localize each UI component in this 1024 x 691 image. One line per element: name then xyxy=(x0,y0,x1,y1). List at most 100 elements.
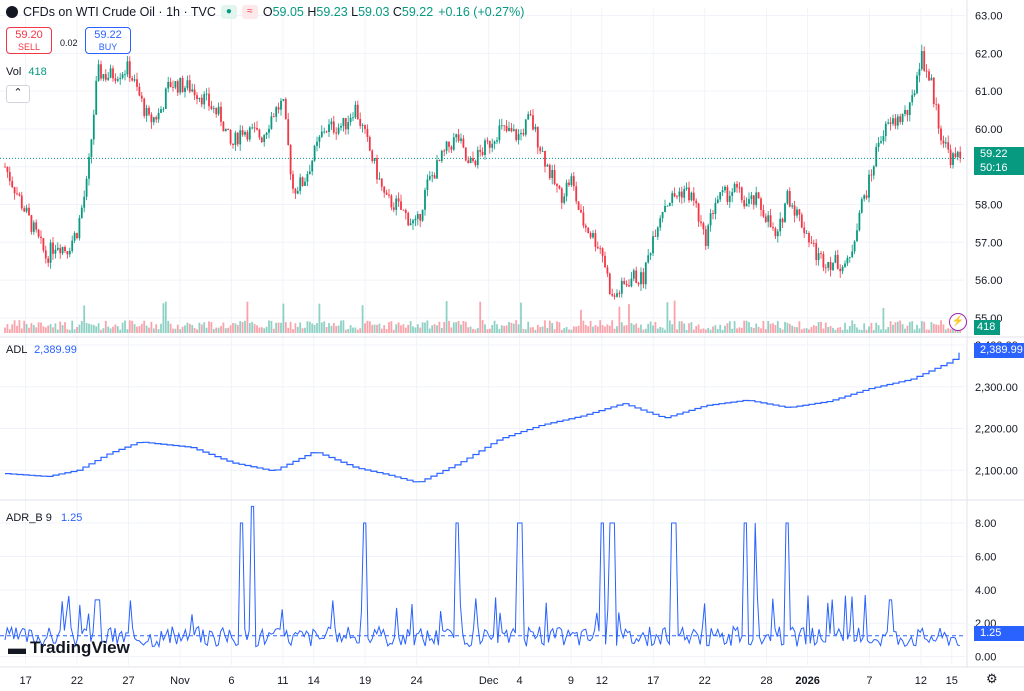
candle-body xyxy=(61,246,64,254)
volume-bar xyxy=(419,327,422,333)
candle-body xyxy=(676,196,678,198)
candle-body xyxy=(133,79,136,81)
volume-bar xyxy=(481,320,484,333)
volume-bar xyxy=(923,321,926,333)
volume-bar xyxy=(49,324,52,333)
candle-body xyxy=(289,144,292,175)
volume-bar xyxy=(414,327,417,333)
volume-bar xyxy=(301,328,304,333)
candle-body xyxy=(452,137,455,150)
circle-dot-icon[interactable]: ● xyxy=(220,5,237,19)
candle-body xyxy=(402,209,405,211)
candle-body xyxy=(868,174,870,198)
candle-body xyxy=(954,153,957,158)
candle-body xyxy=(325,131,328,133)
volume-bar xyxy=(680,321,683,333)
x-tick-label: 19 xyxy=(359,675,371,687)
volume-bar xyxy=(44,327,47,333)
volume-bar xyxy=(503,325,506,333)
volume-bar xyxy=(784,321,786,333)
candle-body xyxy=(508,127,510,131)
volume-bar xyxy=(836,327,839,333)
volume-bar xyxy=(553,329,556,333)
volume-bar xyxy=(270,320,273,333)
volume-bar xyxy=(534,329,537,333)
candle-body xyxy=(467,160,470,164)
candle-body xyxy=(212,108,215,109)
volume-bar xyxy=(630,323,633,333)
candle-body xyxy=(11,180,14,188)
volume-bar xyxy=(347,329,350,333)
candle-body xyxy=(32,222,35,232)
candle-body xyxy=(172,86,174,88)
settings-gear-icon[interactable]: ⚙ xyxy=(986,671,998,686)
volume-bar xyxy=(668,320,671,333)
candle-body xyxy=(496,140,498,142)
volume-bar xyxy=(174,328,177,333)
candle-body xyxy=(644,262,647,285)
volume-bar xyxy=(479,301,482,333)
candle-body xyxy=(109,68,112,78)
volume-bar xyxy=(548,320,551,333)
chart-title[interactable]: CFDs on WTI Crude Oil · 1h · TVC xyxy=(23,5,216,19)
volume-bar xyxy=(942,324,945,333)
volume-bar xyxy=(191,325,194,333)
tradingview-logo[interactable]: ▬ TradingView xyxy=(8,639,130,657)
y-tick-label: 56.00 xyxy=(975,275,1003,287)
candle-body xyxy=(894,118,897,126)
lightning-icon[interactable]: ⚡ xyxy=(949,313,967,331)
candle-body xyxy=(601,248,604,256)
candle-body xyxy=(726,186,729,202)
buy-button[interactable]: 59.22 BUY xyxy=(85,27,131,54)
ohlc-key-c: C xyxy=(392,5,402,19)
candle-body xyxy=(277,107,280,110)
volume-bar xyxy=(870,322,873,333)
candle-body xyxy=(66,251,69,255)
volume-bar xyxy=(949,328,952,333)
candle-body xyxy=(611,294,614,296)
candle-body xyxy=(176,81,179,93)
candle-body xyxy=(671,193,674,203)
candle-body xyxy=(428,176,431,180)
volume-bar xyxy=(772,323,774,333)
volume-bar xyxy=(275,322,278,333)
volume-bar xyxy=(700,329,702,333)
candle-body xyxy=(258,129,261,138)
x-tick-label: 27 xyxy=(122,675,134,687)
volume-label: Vol xyxy=(6,66,22,78)
candle-body xyxy=(798,209,801,215)
candle-body xyxy=(889,122,892,124)
candle-body xyxy=(244,132,246,135)
candle-body xyxy=(217,106,220,115)
volume-bar xyxy=(248,322,251,333)
collapse-legend-button[interactable]: ⌃ xyxy=(6,85,30,103)
x-tick-label: 22 xyxy=(699,675,711,687)
sell-button[interactable]: 59.20 SELL xyxy=(6,27,52,54)
candle-body xyxy=(416,214,419,219)
volume-bar xyxy=(858,329,861,333)
volume-bar xyxy=(604,326,606,333)
volume-bar xyxy=(361,305,364,333)
volume-bar xyxy=(935,324,938,333)
volume-bar xyxy=(203,322,206,333)
candle-body xyxy=(702,223,705,230)
volume-bar xyxy=(577,325,580,333)
candle-body xyxy=(116,79,119,81)
volume-bar xyxy=(944,329,947,333)
volume-bar xyxy=(30,323,33,333)
volume-bar xyxy=(829,326,832,333)
volume-bar xyxy=(678,321,681,333)
volume-bar xyxy=(100,329,102,333)
candle-body xyxy=(246,132,249,140)
volume-bar xyxy=(877,325,880,333)
volume-bar xyxy=(169,323,172,333)
candle-body xyxy=(284,99,287,120)
x-tick-label: 24 xyxy=(410,675,422,687)
candle-body xyxy=(688,187,690,201)
volume-bar xyxy=(193,327,196,333)
wave-icon[interactable]: ≈ xyxy=(241,5,258,19)
volume-bar xyxy=(416,324,419,333)
candle-body xyxy=(642,272,645,285)
volume-bar xyxy=(894,322,897,333)
